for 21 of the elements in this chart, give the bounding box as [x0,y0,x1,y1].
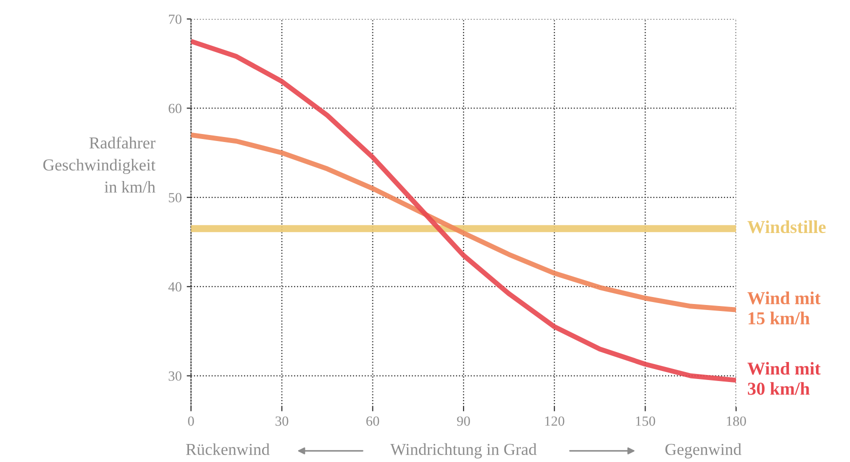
y-tick-label: 30 [168,371,182,381]
x-tick-label: 90 [457,416,470,426]
series-label: Wind mit 30 km/h [747,362,821,395]
x-tick-label: 180 [726,416,746,426]
line-series [190,38,736,383]
x-tick-label: 150 [636,416,656,426]
y-tick-label: 60 [168,104,182,114]
series-label: Wind mit 15 km/h [747,292,821,324]
text: Rückenwind [186,443,270,456]
series-label: Windstille [747,220,826,234]
y-tick-label: 40 [168,282,182,292]
y-tick-label: 70 [168,14,182,24]
text: Gegenwind [665,443,742,458]
x-tick-label: 60 [366,416,380,426]
y-axis-title: Radfahrer Geschwindigkeit in km/h [43,136,156,193]
x-tick-label: 0 [188,416,194,426]
line-series [190,132,736,312]
x-axis-title: Windrichtung in Grad [390,443,537,458]
x-tick-label: 120 [545,416,564,426]
x-tick-label: 30 [276,416,288,426]
y-tick-label: 50 [168,192,182,202]
